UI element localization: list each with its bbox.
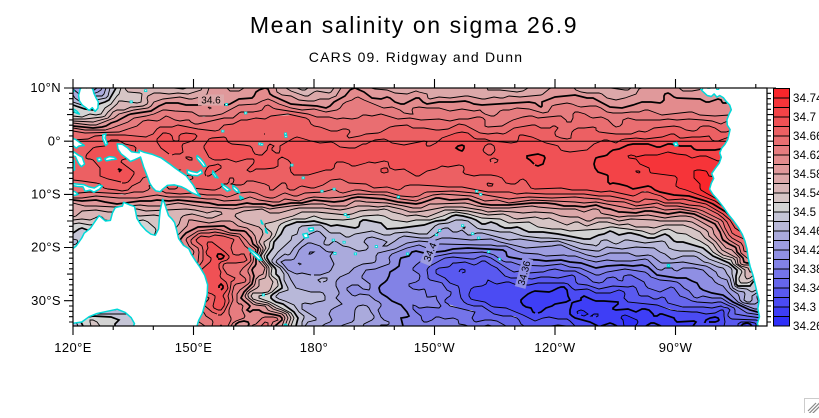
svg-text:34.3: 34.3 xyxy=(793,302,816,314)
svg-text:Mean salinity on sigma 26.9: Mean salinity on sigma 26.9 xyxy=(250,12,578,38)
svg-text:34.66: 34.66 xyxy=(793,131,819,143)
svg-text:10°S: 10°S xyxy=(31,187,61,202)
svg-text:120°W: 120°W xyxy=(534,340,575,355)
svg-text:34.46: 34.46 xyxy=(793,226,819,238)
svg-text:150°W: 150°W xyxy=(414,340,455,355)
svg-text:0°: 0° xyxy=(48,133,61,148)
svg-text:34.62: 34.62 xyxy=(793,150,819,162)
svg-text:180°: 180° xyxy=(300,340,329,355)
svg-text:34.7: 34.7 xyxy=(793,112,816,124)
svg-text:90°W: 90°W xyxy=(659,340,693,355)
svg-text:20°S: 20°S xyxy=(31,240,61,255)
svg-text:34.42: 34.42 xyxy=(793,245,819,257)
svg-text:150°E: 150°E xyxy=(175,340,213,355)
svg-text:34.74: 34.74 xyxy=(793,93,819,105)
svg-text:120°E: 120°E xyxy=(54,340,92,355)
svg-text:34.34: 34.34 xyxy=(793,283,819,295)
svg-text:34.26: 34.26 xyxy=(793,321,819,333)
svg-text:10°N: 10°N xyxy=(30,80,61,95)
svg-text:34.54: 34.54 xyxy=(793,188,819,200)
svg-text:34.5: 34.5 xyxy=(793,207,816,219)
svg-text:34.38: 34.38 xyxy=(793,264,819,276)
svg-text:30°S: 30°S xyxy=(31,293,61,308)
svg-text:34.58: 34.58 xyxy=(793,169,819,181)
svg-text:CARS 09. Ridgway and Dunn: CARS 09. Ridgway and Dunn xyxy=(309,49,523,65)
svg-text:34.6: 34.6 xyxy=(201,96,221,107)
